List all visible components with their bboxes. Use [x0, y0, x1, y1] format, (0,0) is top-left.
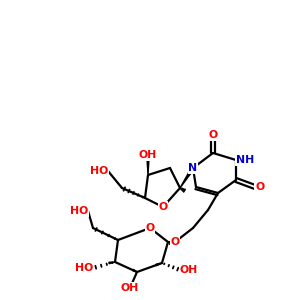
Text: N: N [188, 163, 198, 173]
Text: HO: HO [75, 263, 93, 273]
Text: HO: HO [90, 166, 108, 176]
Text: O: O [158, 202, 168, 212]
Text: O: O [255, 182, 264, 192]
Text: O: O [208, 130, 217, 140]
Text: HO: HO [70, 206, 88, 216]
Polygon shape [180, 167, 194, 188]
Text: NH: NH [236, 155, 254, 165]
Text: O: O [146, 223, 154, 233]
Text: OH: OH [139, 150, 157, 160]
Text: OH: OH [180, 265, 198, 275]
Text: OH: OH [121, 283, 139, 293]
Polygon shape [133, 269, 137, 272]
Polygon shape [156, 263, 162, 266]
Polygon shape [168, 241, 175, 243]
Polygon shape [147, 155, 149, 175]
Polygon shape [109, 262, 115, 264]
Text: O: O [170, 237, 180, 247]
